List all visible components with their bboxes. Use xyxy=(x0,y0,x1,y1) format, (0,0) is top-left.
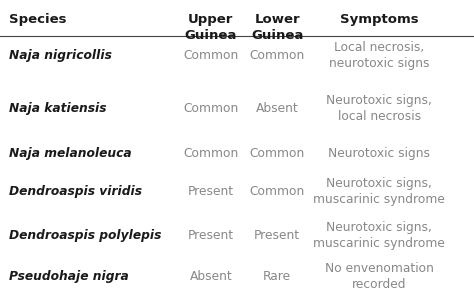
Text: No envenomation
recorded: No envenomation recorded xyxy=(325,263,434,291)
Text: Common: Common xyxy=(183,147,238,160)
Text: Dendroaspis viridis: Dendroaspis viridis xyxy=(9,185,143,198)
Text: Local necrosis,
neurotoxic signs: Local necrosis, neurotoxic signs xyxy=(329,41,429,70)
Text: Present: Present xyxy=(188,185,234,198)
Text: Common: Common xyxy=(183,49,238,62)
Text: Present: Present xyxy=(188,229,234,242)
Text: Neurotoxic signs,
muscarinic syndrome: Neurotoxic signs, muscarinic syndrome xyxy=(313,178,445,206)
Text: Symptoms: Symptoms xyxy=(340,13,419,26)
Text: Common: Common xyxy=(250,147,305,160)
Text: Lower
Guinea: Lower Guinea xyxy=(251,13,303,42)
Text: Pseudohaje nigra: Pseudohaje nigra xyxy=(9,270,129,283)
Text: Neurotoxic signs: Neurotoxic signs xyxy=(328,147,430,160)
Text: Naja melanoleuca: Naja melanoleuca xyxy=(9,147,132,160)
Text: Naja nigricollis: Naja nigricollis xyxy=(9,49,112,62)
Text: Naja katiensis: Naja katiensis xyxy=(9,102,107,115)
Text: Rare: Rare xyxy=(263,270,292,283)
Text: Neurotoxic signs,
local necrosis: Neurotoxic signs, local necrosis xyxy=(326,94,432,123)
Text: Upper
Guinea: Upper Guinea xyxy=(185,13,237,42)
Text: Present: Present xyxy=(254,229,301,242)
Text: Absent: Absent xyxy=(256,102,299,115)
Text: Dendroaspis polylepis: Dendroaspis polylepis xyxy=(9,229,162,242)
Text: Common: Common xyxy=(250,49,305,62)
Text: Species: Species xyxy=(9,13,67,26)
Text: Common: Common xyxy=(183,102,238,115)
Text: Absent: Absent xyxy=(190,270,232,283)
Text: Common: Common xyxy=(250,185,305,198)
Text: Neurotoxic signs,
muscarinic syndrome: Neurotoxic signs, muscarinic syndrome xyxy=(313,222,445,250)
